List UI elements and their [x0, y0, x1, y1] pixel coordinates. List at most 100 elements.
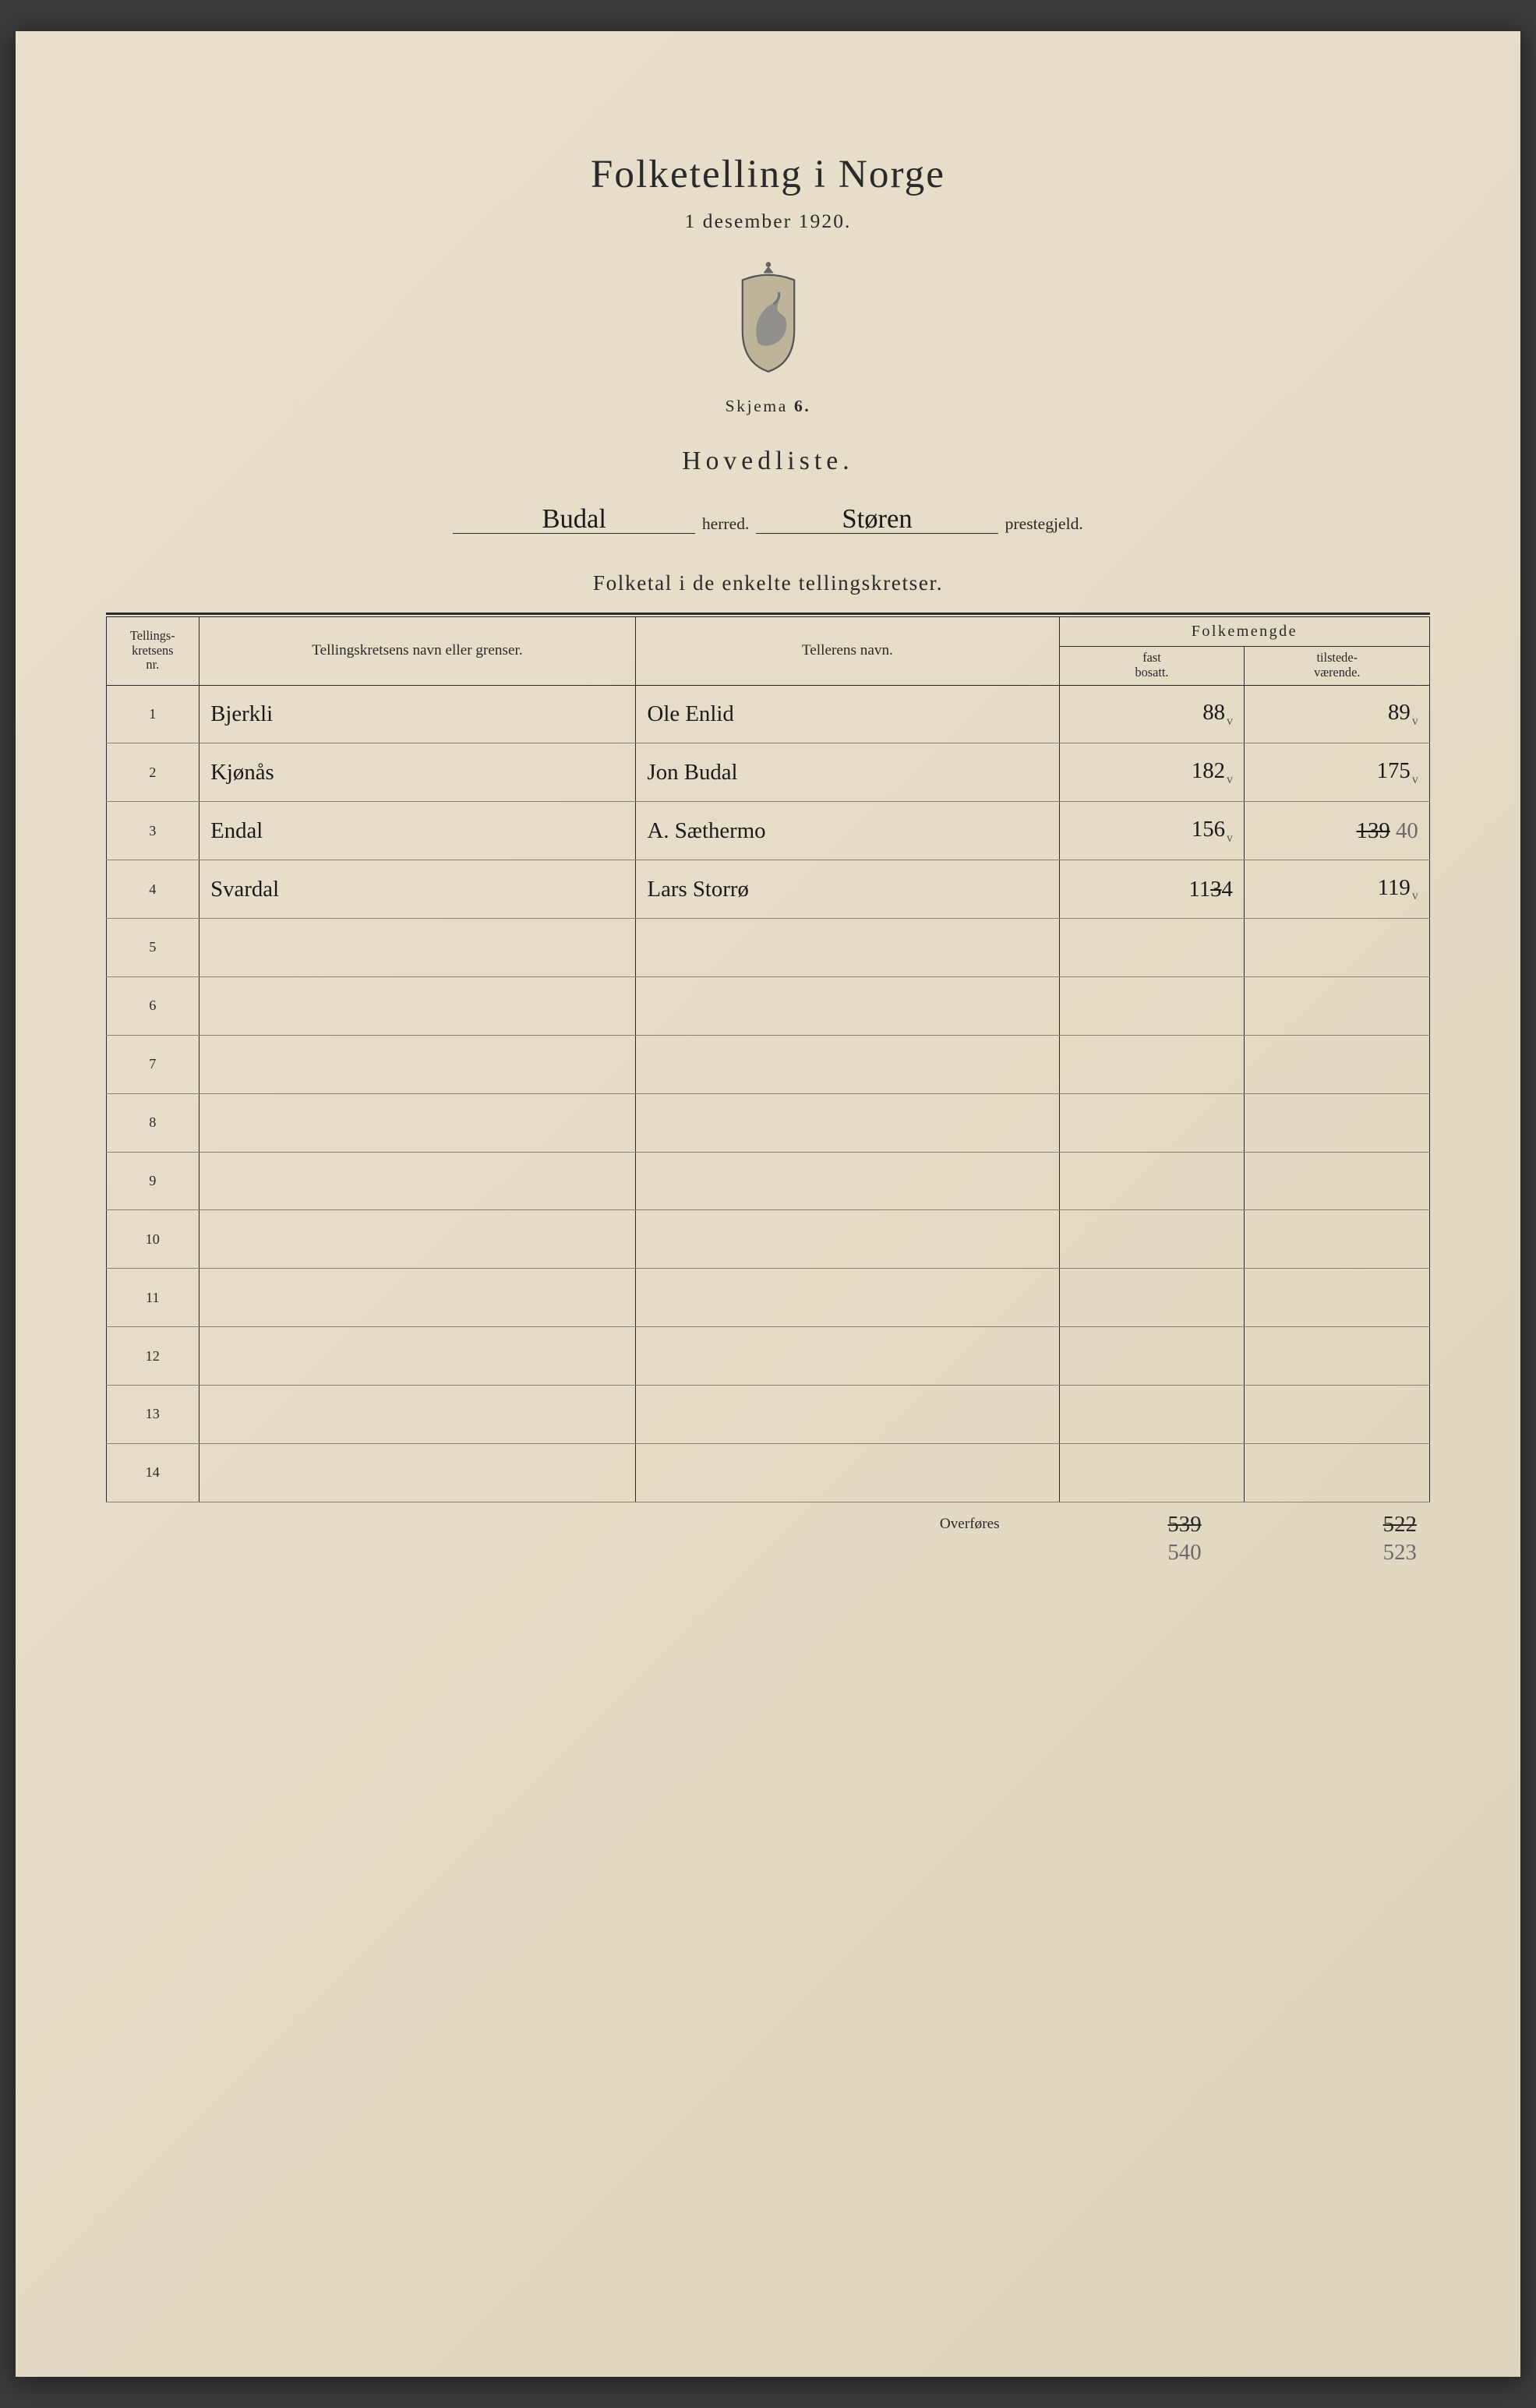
tilstede-value	[1245, 1035, 1430, 1093]
krets-name	[199, 1269, 635, 1327]
krets-name	[199, 1443, 635, 1502]
tilstede-value	[1245, 1443, 1430, 1502]
table-row: 6	[106, 976, 1429, 1035]
col-nr-header: Tellings- kretsens nr.	[106, 617, 199, 686]
fast-bosatt-value	[1059, 1093, 1245, 1152]
table-row: 10	[106, 1210, 1429, 1269]
row-number: 13	[106, 1386, 199, 1444]
row-number: 7	[106, 1035, 199, 1093]
fast-bosatt-value: 182v	[1059, 743, 1245, 802]
total-tilstede: 522 523	[1245, 1511, 1430, 1567]
census-form-page: Folketelling i Norge 1 desember 1920. Sk…	[16, 31, 1520, 2377]
tilstede-value	[1245, 1093, 1430, 1152]
table-header: Tellings- kretsens nr. Tellingskretsens …	[106, 617, 1429, 686]
row-number: 8	[106, 1093, 199, 1152]
fast-bosatt-value	[1059, 1210, 1245, 1269]
krets-name	[199, 1386, 635, 1444]
overfores-label: Overføres	[940, 1511, 1000, 1533]
teller-name: A. Sæthermo	[636, 802, 1059, 860]
teller-name	[636, 1269, 1059, 1327]
total-tilstede-struck: 522	[1383, 1512, 1417, 1537]
tilstede-value	[1245, 1386, 1430, 1444]
table-row: 8	[106, 1093, 1429, 1152]
teller-name	[636, 1443, 1059, 1502]
main-title: Folketelling i Norge	[106, 151, 1430, 197]
teller-name: Ole Enlid	[636, 685, 1059, 743]
table-row: 4SvardalLars Storrø1134119v	[106, 860, 1429, 919]
row-number: 5	[106, 919, 199, 977]
prestegjeld-value: Støren	[756, 507, 998, 534]
row-number: 1	[106, 685, 199, 743]
krets-name	[199, 1327, 635, 1386]
total-fast-struck: 539	[1167, 1512, 1201, 1537]
teller-name	[636, 1152, 1059, 1210]
krets-name	[199, 1210, 635, 1269]
fast-bosatt-value: 1134	[1059, 860, 1245, 919]
row-number: 11	[106, 1269, 199, 1327]
teller-name	[636, 919, 1059, 977]
table-row: 5	[106, 919, 1429, 977]
fast-bosatt-value	[1059, 919, 1245, 977]
row-number: 14	[106, 1443, 199, 1502]
fast-bosatt-value	[1059, 1269, 1245, 1327]
tilstede-value	[1245, 1269, 1430, 1327]
row-number: 3	[106, 802, 199, 860]
teller-name	[636, 1386, 1059, 1444]
teller-name	[636, 1327, 1059, 1386]
table-top-rule	[106, 613, 1430, 615]
table-row: 11	[106, 1269, 1429, 1327]
fast-bosatt-value	[1059, 1443, 1245, 1502]
herred-label: herred.	[702, 514, 750, 534]
fast-bosatt-value: 156v	[1059, 802, 1245, 860]
col-teller-header: Tellerens navn.	[636, 617, 1059, 686]
date-subtitle: 1 desember 1920.	[106, 210, 1430, 233]
tilstede-value	[1245, 976, 1430, 1035]
col-tilstede-header: tilstede- værende.	[1245, 646, 1430, 685]
hovedliste-heading: Hovedliste.	[106, 447, 1430, 476]
total-fast: 539 540	[1029, 1511, 1215, 1567]
table-row: 7	[106, 1035, 1429, 1093]
table-row: 3EndalA. Sæthermo156v139 40	[106, 802, 1429, 860]
teller-name: Lars Storrø	[636, 860, 1059, 919]
krets-name: Bjerkli	[199, 685, 635, 743]
fast-bosatt-value	[1059, 1327, 1245, 1386]
col-name-header: Tellingskretsens navn eller grenser.	[199, 617, 635, 686]
fast-bosatt-value: 88v	[1059, 685, 1245, 743]
tilstede-value: 119v	[1245, 860, 1430, 919]
teller-name	[636, 1093, 1059, 1152]
fast-bosatt-value	[1059, 1386, 1245, 1444]
fast-bosatt-value	[1059, 1152, 1245, 1210]
teller-name	[636, 1035, 1059, 1093]
section-title: Folketal i de enkelte tellingskretser.	[106, 571, 1430, 595]
locality-line: Budal herred. Støren prestegjeld.	[106, 507, 1430, 534]
tilstede-value	[1245, 919, 1430, 977]
skjema-line: Skjema 6.	[106, 397, 1430, 416]
tilstede-value	[1245, 1327, 1430, 1386]
tilstede-value	[1245, 1152, 1430, 1210]
table-row: 14	[106, 1443, 1429, 1502]
krets-name: Kjønås	[199, 743, 635, 802]
coat-of-arms-icon	[725, 261, 812, 373]
teller-name	[636, 976, 1059, 1035]
row-number: 10	[106, 1210, 199, 1269]
krets-name	[199, 1093, 635, 1152]
total-tilstede-corrected: 523	[1383, 1540, 1417, 1565]
herred-value: Budal	[453, 507, 695, 534]
table-row: 2KjønåsJon Budal182v175v	[106, 743, 1429, 802]
table-body: 1BjerkliOle Enlid88v89v2KjønåsJon Budal1…	[106, 685, 1429, 1502]
tilstede-value: 139 40	[1245, 802, 1430, 860]
table-row: 13	[106, 1386, 1429, 1444]
row-number: 4	[106, 860, 199, 919]
fast-bosatt-value	[1059, 1035, 1245, 1093]
tilstede-value: 175v	[1245, 743, 1430, 802]
skjema-number: 6.	[794, 397, 810, 415]
krets-name	[199, 1035, 635, 1093]
table-row: 9	[106, 1152, 1429, 1210]
tilstede-value	[1245, 1210, 1430, 1269]
census-table: Tellings- kretsens nr. Tellingskretsens …	[106, 617, 1430, 1502]
krets-name	[199, 919, 635, 977]
krets-name	[199, 1152, 635, 1210]
krets-name: Svardal	[199, 860, 635, 919]
prestegjeld-label: prestegjeld.	[1005, 514, 1083, 534]
row-number: 9	[106, 1152, 199, 1210]
